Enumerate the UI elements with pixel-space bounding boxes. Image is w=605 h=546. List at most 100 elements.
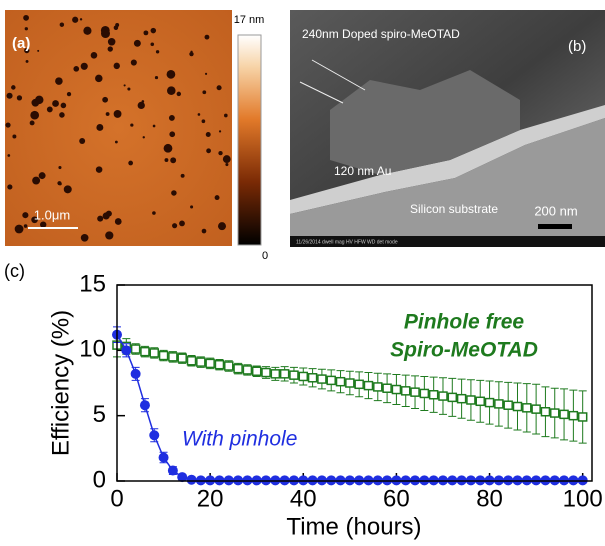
x-tick-label: 60 [383, 485, 410, 512]
pinhole [143, 136, 145, 138]
pinhole [131, 59, 137, 65]
pinhole [83, 27, 91, 35]
pinhole [73, 66, 79, 72]
pinhole [128, 161, 133, 166]
pinhole [15, 225, 24, 234]
marker [253, 367, 261, 375]
pinhole [56, 102, 58, 104]
pinhole [67, 92, 71, 96]
marker [392, 386, 400, 394]
sem-footer: 11/26/2014 dwell mag HV HFW WD det mode [296, 239, 398, 245]
marker [486, 399, 494, 407]
marker [430, 391, 438, 399]
pinhole [206, 148, 211, 153]
marker [132, 345, 140, 353]
marker [299, 372, 307, 380]
pinhole [202, 90, 206, 94]
marker [281, 370, 289, 378]
marker [560, 410, 568, 418]
pinhole [5, 122, 10, 127]
panel-label: (b) [568, 38, 586, 55]
pinhole [202, 229, 207, 234]
marker [121, 345, 131, 355]
marker [159, 452, 169, 462]
pinhole [150, 42, 154, 46]
pinhole [114, 63, 120, 69]
marker [131, 369, 141, 379]
pinhole [167, 86, 176, 95]
x-tick-label: 80 [476, 485, 503, 512]
pinhole [169, 115, 175, 121]
x-tick-label: 0 [110, 485, 123, 512]
x-tick-label: 100 [563, 485, 603, 512]
marker [243, 366, 251, 374]
pinhole [22, 212, 28, 218]
marker [168, 466, 178, 476]
pinhole [215, 195, 220, 200]
marker [262, 369, 270, 377]
marker [206, 359, 214, 367]
pinhole [106, 112, 110, 116]
annotation: With pinhole [182, 428, 297, 451]
pinhole [102, 97, 108, 103]
pinhole [223, 155, 231, 163]
marker [513, 403, 521, 411]
scale-bar-label: 200 nm [534, 203, 577, 218]
pinhole [35, 96, 43, 104]
marker [188, 357, 196, 365]
pinhole [164, 144, 173, 153]
marker [318, 375, 326, 383]
colorbar-min: 0 [262, 250, 268, 262]
pinhole [60, 22, 64, 26]
pinhole [167, 70, 176, 79]
pinhole [57, 181, 61, 185]
pinhole [25, 27, 28, 30]
pinhole [108, 38, 116, 46]
pinhole [170, 157, 176, 163]
pinhole [37, 50, 39, 52]
marker [169, 353, 177, 361]
x-axis-title: Time (hours) [286, 513, 421, 540]
pinhole [218, 222, 226, 230]
pinhole [138, 102, 145, 109]
pinhole [47, 106, 53, 112]
scale-bar [538, 224, 572, 229]
pinhole [115, 141, 118, 144]
pinhole [95, 75, 102, 82]
marker [234, 365, 242, 373]
pinhole [79, 138, 85, 144]
colorbar-max: 17 nm [234, 14, 265, 26]
pinhole [81, 234, 89, 242]
marker [495, 400, 503, 408]
y-axis-title: Efficiency (%) [47, 310, 74, 456]
pinhole [206, 132, 211, 137]
pinhole [205, 35, 210, 40]
pinhole [177, 92, 181, 96]
panel-label: (a) [12, 35, 30, 52]
pinhole [26, 60, 29, 63]
marker [476, 397, 484, 405]
marker [420, 389, 428, 397]
marker [439, 392, 447, 400]
pinhole [172, 223, 177, 228]
pinhole [114, 110, 122, 118]
pinhole [32, 177, 40, 185]
marker [187, 475, 197, 485]
marker [215, 361, 223, 369]
marker [458, 395, 466, 403]
pinhole [105, 231, 113, 239]
pinhole [143, 30, 148, 35]
x-tick-label: 20 [197, 485, 224, 512]
pinhole [30, 111, 39, 120]
marker [402, 387, 410, 395]
pinhole [17, 95, 22, 100]
marker [551, 409, 559, 417]
pinhole [7, 154, 10, 157]
marker [141, 348, 149, 356]
marker [355, 380, 363, 388]
marker [374, 383, 382, 391]
pinhole [24, 224, 28, 228]
pinhole [224, 114, 228, 118]
marker [569, 412, 577, 420]
marker [448, 393, 456, 401]
